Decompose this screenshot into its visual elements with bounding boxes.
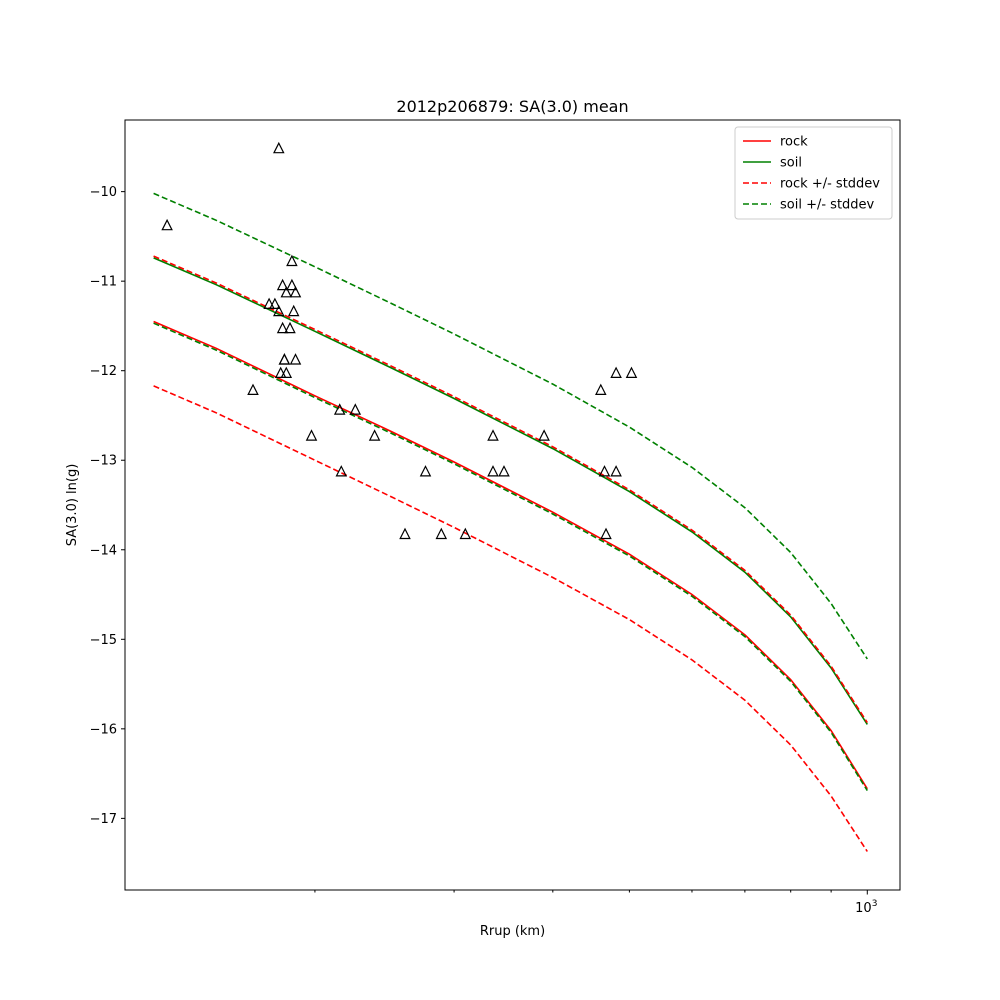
data-point	[335, 465, 348, 477]
y-tick-label: −16	[90, 722, 117, 737]
data-point	[273, 304, 285, 317]
data-point	[161, 218, 173, 231]
data-point	[598, 465, 611, 477]
data-point	[286, 254, 298, 267]
y-tick-label: −12	[90, 364, 117, 379]
y-tick-label: −17	[90, 812, 117, 827]
series-line-rock-stddev	[153, 385, 868, 852]
series-line-soil-stddev	[153, 192, 868, 660]
data-point	[286, 278, 298, 291]
data-point	[280, 285, 293, 298]
data-point	[368, 429, 381, 441]
series-line-rock	[153, 320, 868, 790]
data-point	[269, 297, 281, 309]
data-point	[278, 353, 291, 365]
data-point	[280, 366, 293, 378]
y-tick-label: −13	[90, 454, 117, 469]
data-point	[273, 141, 285, 154]
data-point	[287, 304, 300, 317]
legend-label: soil +/- stddev	[780, 198, 875, 213]
data-point	[419, 465, 432, 477]
data-point	[284, 321, 296, 334]
legend-label: rock	[780, 135, 808, 150]
data-point	[595, 383, 607, 395]
data-point	[435, 527, 448, 540]
data-point	[610, 465, 622, 477]
series-line-soil	[153, 257, 868, 725]
axis-ticks: −10 −11 −12 −13 −14 −15 −16 −17 103	[90, 185, 878, 916]
legend: rock soil rock +/- stddev soil +/- stddev	[734, 126, 893, 220]
axes-frame	[124, 119, 901, 891]
series-line-soil-stddev	[153, 322, 868, 792]
data-point	[276, 278, 289, 291]
data-point	[274, 366, 287, 378]
legend-label: rock +/- stddev	[780, 177, 880, 192]
data-point	[487, 465, 499, 477]
data-point	[399, 527, 411, 540]
data-point	[349, 403, 362, 415]
data-point	[538, 429, 550, 441]
y-tick-label: −15	[90, 633, 117, 648]
data-point	[305, 429, 318, 441]
plot-area	[153, 141, 868, 852]
data-point	[263, 297, 275, 309]
y-tick-label: −14	[90, 543, 117, 558]
x-axis-label: Rrup (km)	[480, 924, 545, 939]
legend-box	[734, 126, 893, 220]
legend-label: soil	[780, 156, 802, 171]
y-axis-label: SA(3.0) ln(g)	[65, 464, 80, 547]
y-tick-label: −11	[90, 275, 117, 290]
data-point	[289, 285, 302, 298]
data-point	[487, 429, 499, 441]
series-line-rock-stddev	[153, 255, 868, 724]
data-point	[459, 527, 472, 540]
data-point	[498, 465, 510, 477]
data-point	[278, 353, 291, 365]
data-point	[600, 527, 612, 540]
data-point	[610, 366, 622, 378]
data-point	[625, 366, 638, 378]
data-point	[289, 353, 302, 365]
data-point	[247, 383, 259, 395]
chart-title: 2012p206879: SA(3.0) mean	[396, 97, 628, 116]
x-tick-label: 103	[855, 899, 877, 916]
data-point	[276, 321, 289, 334]
y-tick-label: −10	[90, 185, 117, 200]
data-point	[333, 403, 346, 415]
